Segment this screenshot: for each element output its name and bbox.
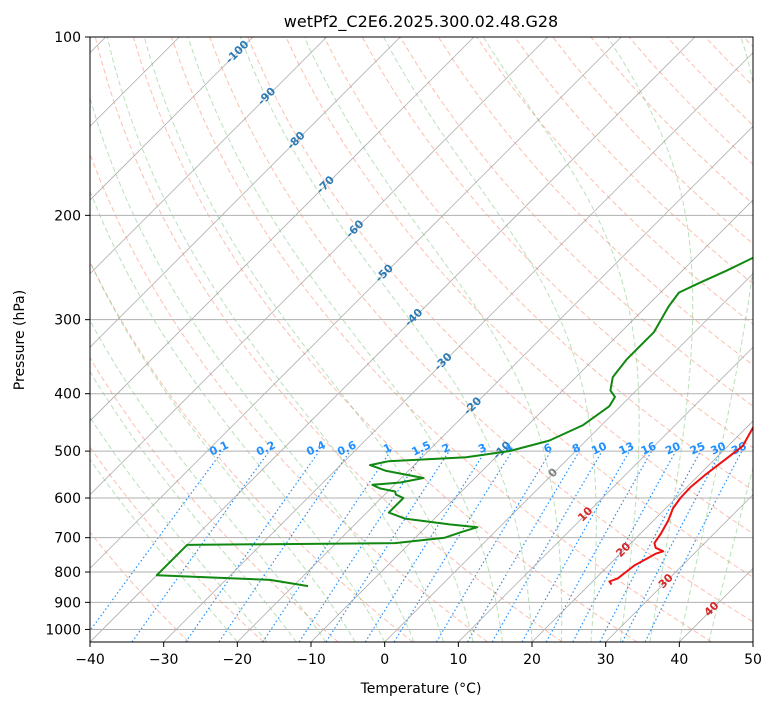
isotherm-line: [163, 52, 753, 642]
isotherm-line: [90, 37, 401, 348]
mixing-ratio-label: 30: [709, 439, 729, 457]
moist-adiabat-line: [90, 189, 386, 642]
dry-adiabat-line: [132, 37, 638, 642]
moist-adiabat-line: [708, 466, 753, 642]
isotherm-line: [90, 37, 696, 642]
moist-adiabat-line: [607, 37, 694, 642]
dry-adiabat-line: [323, 37, 753, 491]
background-lines: [90, 37, 753, 642]
y-tick-label: 100: [54, 30, 81, 46]
mixing-ratio-label: 20: [663, 439, 683, 457]
moist-adiabat-line: [90, 319, 327, 642]
dry-adiabat-line: [90, 152, 488, 642]
x-tick-label: 20: [523, 652, 541, 668]
x-tick-label: −20: [223, 652, 253, 668]
x-tick-label: −30: [149, 652, 179, 668]
dry-adiabat-line: [247, 37, 753, 578]
dry-adiabat-line: [361, 37, 753, 449]
dry-adiabat-line: [90, 356, 339, 642]
isotherm-line: [90, 37, 622, 569]
x-axis-ticks: −40 −30 −20 −10 0 10 20 30 40 50: [75, 642, 762, 668]
x-tick-label: 40: [670, 652, 688, 668]
y-tick-label: 900: [54, 595, 81, 611]
dry-adiabat-line: [94, 37, 563, 642]
mixing-ratio-line: [521, 450, 631, 642]
dewpoint-line: [155, 256, 753, 588]
x-tick-label: 10: [449, 652, 467, 668]
isotherm-line: [90, 37, 548, 496]
isotherm-line: [458, 346, 753, 642]
isotherm-line: [605, 494, 753, 642]
plot-frame: [89, 36, 754, 643]
moist-adiabat-line: [90, 416, 268, 642]
temperature-line: [608, 425, 753, 586]
mixing-ratio-label: 10: [589, 439, 609, 457]
mixing-ratio-line: [545, 450, 653, 642]
y-tick-label: 500: [54, 444, 81, 460]
moist-adiabat-line: [90, 260, 356, 642]
y-tick-label: 700: [54, 531, 81, 547]
gridlines: [90, 37, 753, 642]
dry-adiabat-line: [90, 531, 190, 642]
isotherm-line: [531, 420, 753, 642]
y-axis-label: Pressure (hPa): [12, 290, 28, 390]
isotherm-line: [384, 273, 753, 642]
chart-title: wetPf2_C2E6.2025.300.02.48.G28: [284, 12, 558, 32]
moist-adiabat-line: [303, 37, 563, 642]
dry-adiabat-line: [171, 37, 712, 642]
moist-adiabat-line: [90, 458, 238, 642]
isotherm-line: [237, 125, 753, 642]
x-tick-label: 30: [597, 652, 615, 668]
mixing-ratio-label: 16: [639, 439, 659, 457]
mixing-ratio-line: [325, 450, 450, 642]
mixing-ratio-line: [262, 450, 392, 642]
isotherm-line: [90, 37, 475, 422]
x-tick-label: −40: [75, 652, 105, 668]
dry-adiabat-line: [90, 446, 264, 642]
y-tick-label: 800: [54, 565, 81, 581]
y-tick-label: 1000: [45, 622, 81, 638]
moist-adiabat-line: [482, 37, 640, 642]
moist-adiabat-line: [678, 37, 753, 642]
dry-adiabat-line: [285, 37, 753, 535]
x-tick-label: 50: [744, 652, 762, 668]
dry-adiabat-line: [399, 37, 753, 407]
mixing-ratio-line: [644, 450, 743, 642]
isotherm-line: [90, 37, 327, 275]
y-tick-label: 200: [54, 208, 81, 224]
y-axis-ticks: 100 200 300 400 500 600 700 800 900 1000: [45, 30, 90, 638]
mixing-ratio-line: [393, 450, 513, 642]
sounding-series: [155, 256, 753, 588]
moist-adiabat-line: [143, 37, 474, 642]
mixing-ratio-line: [218, 450, 351, 642]
x-tick-label: 0: [380, 652, 389, 668]
mixing-ratio-line: [131, 450, 270, 642]
dry-adiabat-line: [514, 37, 753, 285]
mixing-ratio-line: [185, 450, 320, 642]
mixing-ratio-line: [572, 450, 677, 642]
dry-adiabat-line: [437, 37, 753, 366]
plot-area: -100-90-80-70-60-50-40-30-20-10010203040…: [90, 37, 753, 642]
y-tick-label: 400: [54, 387, 81, 403]
moist-adiabat-line: [383, 37, 597, 642]
y-tick-label: 300: [54, 313, 81, 329]
mixing-ratio-line: [90, 450, 223, 632]
x-tick-label: −10: [296, 652, 326, 668]
moist-adiabat-line: [239, 37, 533, 642]
isotherm-line: [90, 37, 254, 201]
moist-adiabat-line: [106, 37, 445, 642]
dry-adiabat-line: [209, 37, 753, 623]
x-axis-label: Temperature (°C): [360, 681, 482, 697]
mixing-ratio-label: 13: [617, 439, 636, 457]
moist-adiabat-line: [187, 37, 503, 642]
y-tick-label: 600: [54, 491, 81, 507]
mixing-ratio-label: 25: [688, 439, 707, 457]
